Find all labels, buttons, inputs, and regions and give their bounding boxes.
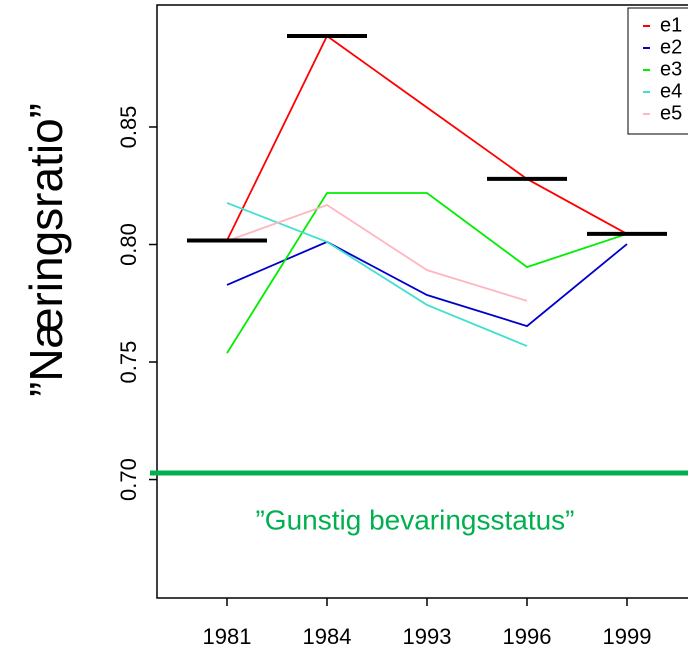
threshold-label: ”Gunstig bevaringsstatus”	[255, 504, 574, 535]
x-tick-label: 1996	[503, 624, 552, 649]
y-tick-label: 0.85	[116, 106, 141, 149]
plot-frame	[156, 4, 688, 599]
legend-label: e4	[660, 80, 682, 102]
series-line	[226, 192, 628, 354]
series-line	[226, 240, 628, 328]
y-tick-label: 0.75	[116, 341, 141, 384]
series-line	[226, 34, 628, 241]
legend-label: e5	[660, 102, 682, 124]
legend-box	[627, 7, 688, 135]
x-tick-label: 1993	[403, 624, 452, 649]
legend-label: e2	[660, 36, 682, 58]
y-axis-label: ”Næringsratio”	[20, 103, 72, 397]
legend-label: e1	[660, 14, 682, 36]
x-tick-label: 1984	[303, 624, 352, 649]
series-line	[226, 204, 528, 302]
legend-label: e3	[660, 58, 682, 80]
y-tick-label: 0.80	[116, 223, 141, 266]
x-tick-label: 1981	[203, 624, 252, 649]
y-tick-label: 0.70	[116, 458, 141, 501]
x-tick-label: 1999	[603, 624, 652, 649]
